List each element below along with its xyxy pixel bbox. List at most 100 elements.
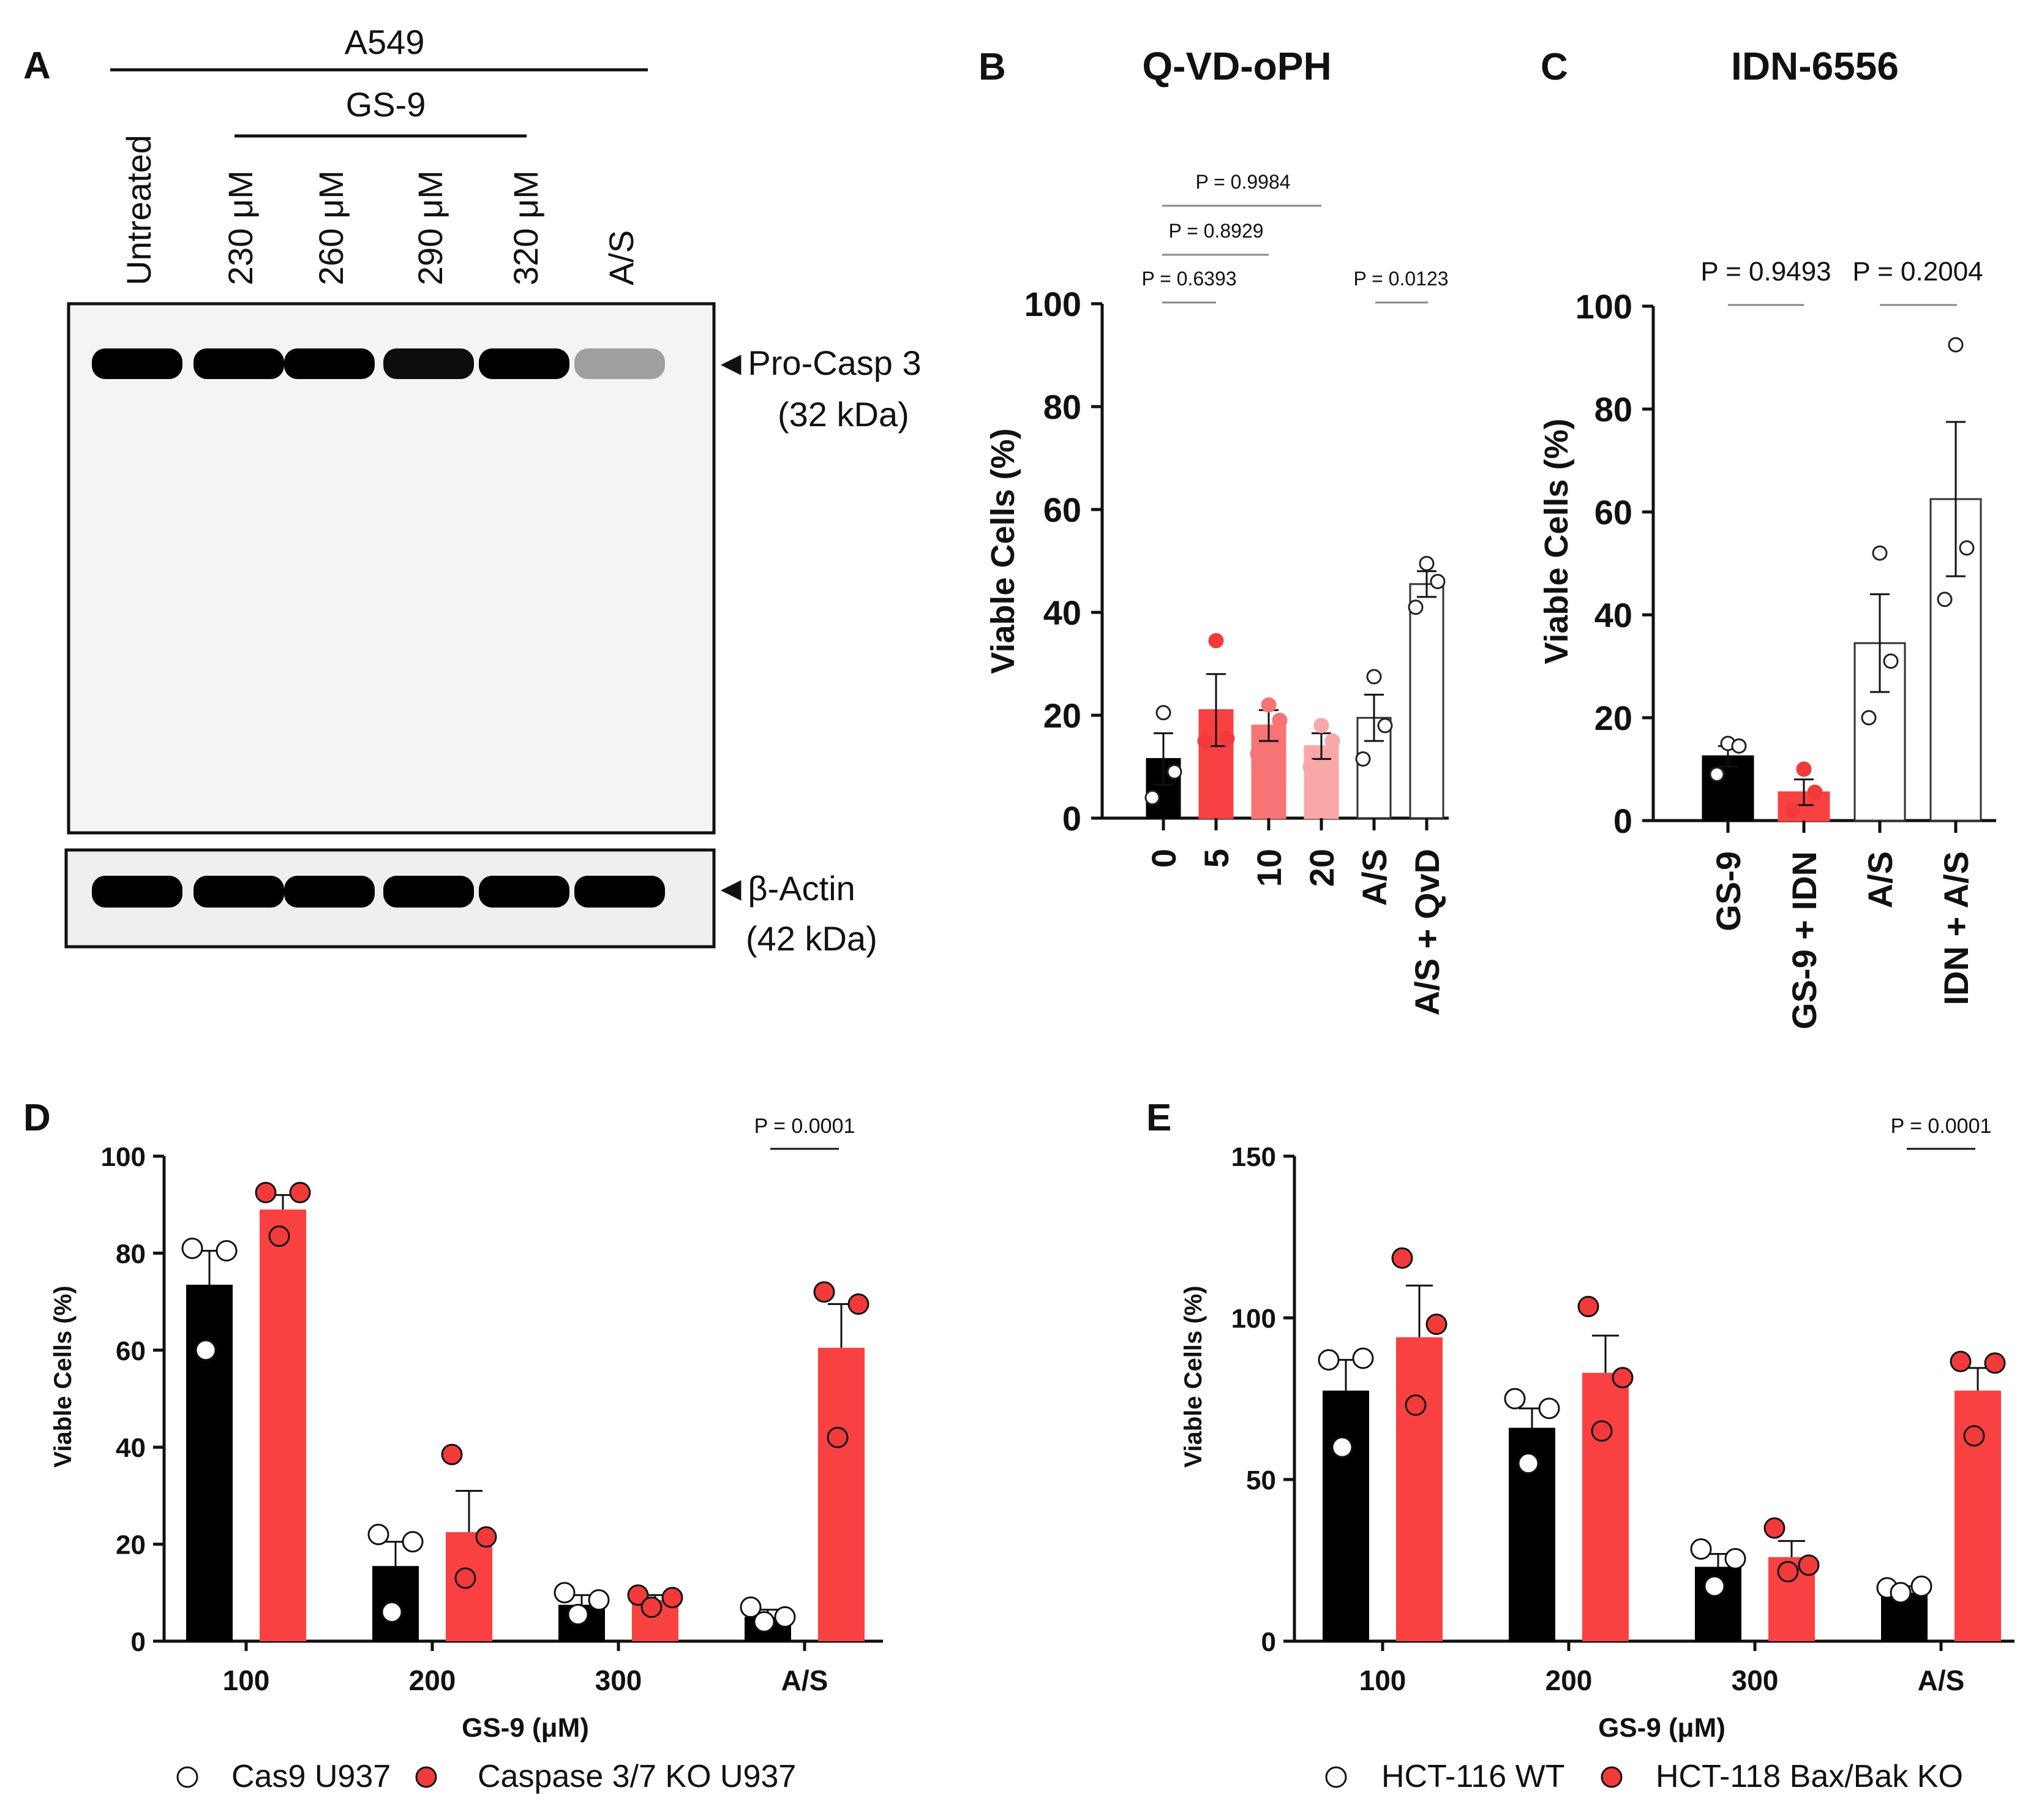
data-point — [1861, 710, 1877, 726]
y-tick-label: 40 — [1043, 593, 1081, 632]
data-point — [216, 1239, 238, 1262]
data-point — [181, 1237, 203, 1259]
y-tick-label: 80 — [116, 1239, 146, 1269]
band — [193, 348, 284, 379]
data-point — [1219, 731, 1235, 746]
data-point — [847, 1293, 869, 1315]
x-tick-label: 200 — [409, 1664, 456, 1696]
lane-label: Untreated — [119, 135, 158, 285]
data-point — [381, 1601, 403, 1623]
y-tick-label: 100 — [1231, 1304, 1276, 1334]
x-tick-label: GS-9 — [1709, 851, 1748, 931]
bar — [1396, 1337, 1443, 1641]
p-value-label: P = 0.0001 — [1891, 1115, 1992, 1138]
data-point — [1517, 1453, 1539, 1475]
data-point — [1419, 555, 1435, 571]
x-tick-label: A/S + QvD — [1408, 849, 1446, 1015]
data-point — [1577, 1296, 1599, 1318]
data-point — [1890, 1582, 1912, 1604]
data-point — [1777, 1560, 1799, 1582]
y-axis-label-c: Viable Cells (%) — [1538, 418, 1575, 664]
data-point — [1391, 1247, 1413, 1269]
chart-title-b: Q-VD-oPH — [1142, 44, 1331, 88]
panel-letter-a: A — [23, 45, 51, 87]
band — [383, 348, 474, 379]
data-point — [1155, 705, 1171, 721]
data-point — [1430, 574, 1446, 590]
y-tick-label: 80 — [1043, 388, 1081, 426]
data-point — [1910, 1575, 1932, 1597]
data-point — [1144, 789, 1160, 805]
legend-label: Caspase 3/7 KO U937 — [478, 1759, 796, 1794]
p-value-label: P = 0.9984 — [1195, 171, 1290, 193]
panel-a: A A549 GS-9 Untreated 230 μM 260 μM 290 μM 3… — [23, 23, 922, 958]
y-tick-label: 20 — [116, 1530, 146, 1560]
data-point — [1872, 545, 1888, 561]
p-value-label: P = 0.0123 — [1353, 268, 1448, 290]
data-point — [402, 1531, 424, 1553]
data-point — [1331, 1436, 1353, 1458]
band — [284, 348, 375, 379]
y-tick-label: 100 — [101, 1142, 146, 1172]
data-point — [554, 1582, 576, 1604]
lane-labels: Untreated 230 μM 260 μM 290 μM 320 μM A/S — [119, 135, 640, 285]
data-point — [640, 1596, 663, 1619]
data-point — [1948, 337, 1964, 353]
data-point — [1313, 718, 1329, 734]
data-point — [1377, 718, 1393, 734]
data-point — [1690, 1538, 1712, 1560]
legend-marker — [1325, 1766, 1347, 1788]
data-point — [1355, 751, 1371, 767]
data-point — [1302, 759, 1318, 775]
data-point — [1709, 766, 1725, 782]
lane-label: 320 μM — [506, 170, 545, 285]
band — [383, 876, 474, 908]
plot-c: 0 20 40 60 80 100 GS-9 GS-9 + IDN A/S IDN + A/S P … — [1575, 257, 1996, 1029]
y-tick-label: 60 — [1594, 493, 1632, 532]
panel-letter-d: D — [23, 1097, 51, 1139]
y-tick-label: 100 — [1575, 287, 1632, 326]
treatment-label: GS-9 — [346, 85, 426, 124]
y-tick-label: 0 — [1261, 1627, 1276, 1657]
data-point — [1798, 1554, 1820, 1576]
band — [479, 348, 569, 379]
band — [284, 876, 375, 908]
x-axis-label-e: GS-9 (μM) — [1598, 1713, 1725, 1743]
data-point — [588, 1589, 610, 1611]
data-point — [1366, 669, 1382, 685]
band-label-actin: ◄β-Actin — [714, 869, 855, 908]
lane-label: 230 μM — [221, 170, 260, 285]
y-tick-label: 150 — [1231, 1142, 1276, 1172]
data-point — [1763, 1517, 1786, 1539]
x-tick-label: IDN + A/S — [1937, 851, 1975, 1006]
band — [92, 876, 182, 908]
x-tick-label: A/S — [1355, 849, 1394, 906]
panel-d: D Viable Cells (%) GS-9 (μM) 0 20 40 60 80 10… — [23, 1097, 883, 1794]
data-point — [661, 1587, 683, 1609]
data-point — [1883, 653, 1899, 669]
y-tick-label: 20 — [1594, 699, 1632, 737]
panel-letter-e: E — [1146, 1097, 1171, 1139]
y-axis-label-b: Viable Cells (%) — [985, 428, 1021, 674]
bar — [260, 1209, 306, 1641]
data-point — [441, 1443, 463, 1465]
p-value-label: P = 0.6393 — [1141, 268, 1236, 290]
x-tick-label: 200 — [1545, 1664, 1593, 1696]
bar — [818, 1347, 865, 1641]
bar — [1582, 1372, 1629, 1641]
data-point — [627, 1584, 649, 1606]
band — [574, 348, 665, 379]
p-value-label: P = 0.8929 — [1168, 220, 1263, 242]
band — [574, 876, 665, 908]
panel-b: B Q-VD-oPH Viable Cells (%) 020406080100… — [978, 44, 1449, 1015]
data-point — [1324, 733, 1340, 749]
panel-letter-c: C — [1541, 46, 1568, 88]
data-point — [454, 1567, 476, 1589]
blot-membrane-casp3 — [67, 302, 716, 835]
y-tick-label: 60 — [1043, 491, 1081, 529]
band-row-actin — [92, 876, 665, 908]
data-point — [1261, 697, 1277, 713]
legend-label: HCT-118 Bax/Bak KO — [1656, 1759, 1963, 1794]
